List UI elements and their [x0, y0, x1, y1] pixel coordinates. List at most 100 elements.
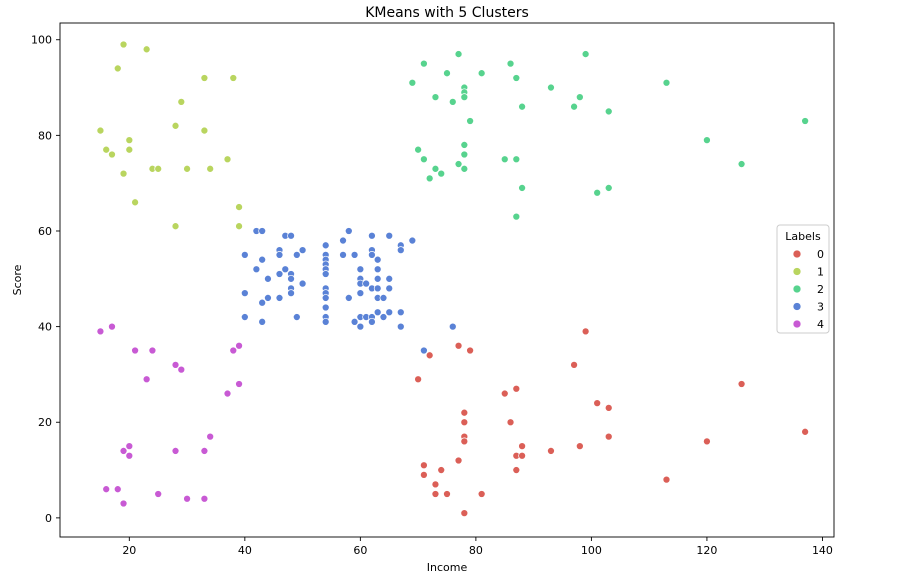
data-point	[119, 447, 128, 455]
plot-area	[59, 22, 835, 538]
y-tick-label: 0	[45, 512, 52, 525]
cluster-3-points	[240, 227, 457, 355]
data-point	[431, 164, 440, 173]
data-point	[183, 164, 191, 173]
cluster-4-points	[96, 322, 243, 508]
data-point	[292, 251, 301, 259]
data-point	[356, 289, 365, 297]
data-point	[344, 227, 353, 235]
y-tick-label: 100	[31, 34, 52, 47]
data-point	[321, 241, 330, 250]
data-point	[183, 494, 191, 503]
data-point	[460, 509, 469, 517]
data-point	[593, 188, 602, 197]
legend-box	[776, 224, 830, 334]
x-tick-label: 140	[812, 544, 833, 557]
legend-marker	[792, 319, 802, 329]
data-point	[258, 227, 267, 235]
x-tick-label: 120	[696, 544, 717, 557]
y-axis: 0 20 40 60 80 100	[31, 34, 60, 525]
y-tick-label: 80	[38, 129, 52, 142]
data-point	[420, 470, 428, 479]
data-point	[356, 322, 365, 331]
data-point	[396, 322, 405, 331]
data-point	[321, 317, 330, 326]
data-point	[287, 274, 295, 283]
data-point	[223, 389, 232, 398]
legend-marker	[792, 284, 802, 294]
data-point	[206, 164, 215, 173]
data-point	[339, 251, 347, 259]
data-point	[368, 251, 376, 259]
data-point	[420, 461, 428, 470]
data-point	[298, 246, 307, 254]
data-point	[108, 322, 116, 331]
data-point	[518, 184, 526, 192]
data-point	[368, 231, 376, 240]
data-point	[454, 456, 463, 465]
data-point	[581, 327, 590, 336]
data-point	[466, 117, 474, 125]
data-point	[547, 447, 555, 455]
legend-label: 0	[817, 248, 824, 261]
data-point	[223, 155, 232, 164]
data-point	[200, 494, 209, 503]
data-point	[154, 490, 163, 498]
data-point	[240, 289, 249, 297]
data-point	[235, 341, 243, 350]
data-point	[547, 83, 555, 92]
data-point	[500, 389, 509, 398]
legend-marker	[792, 267, 802, 276]
data-points	[96, 40, 809, 517]
legend-title: Labels	[785, 230, 821, 243]
data-point	[235, 222, 243, 231]
data-point	[414, 375, 422, 384]
data-point	[801, 117, 809, 125]
data-point	[737, 160, 746, 168]
legend-label: 4	[817, 318, 824, 331]
data-point	[235, 203, 243, 211]
data-point	[604, 404, 613, 412]
data-point	[443, 490, 451, 498]
legend-label: 2	[817, 283, 824, 296]
data-point	[148, 346, 157, 355]
legend-marker	[792, 249, 802, 259]
data-point	[171, 121, 180, 130]
data-point	[235, 380, 243, 388]
x-tick-label: 40	[238, 544, 252, 557]
data-point	[229, 74, 238, 82]
y-tick-label: 20	[38, 416, 52, 429]
data-point	[373, 274, 382, 283]
data-point	[368, 317, 376, 326]
data-point	[420, 59, 428, 68]
data-point	[96, 327, 105, 336]
cluster-1-points	[96, 40, 243, 231]
data-point	[414, 145, 422, 154]
data-point	[604, 107, 613, 116]
data-point	[454, 341, 463, 350]
data-point	[512, 155, 521, 164]
data-point	[200, 74, 209, 82]
y-axis-label: Score	[11, 264, 24, 295]
data-point	[287, 289, 295, 297]
data-point	[448, 98, 457, 106]
data-point	[258, 298, 267, 307]
data-point	[512, 466, 521, 474]
data-point	[287, 231, 295, 240]
data-point	[229, 346, 238, 355]
data-point	[425, 351, 434, 360]
data-point	[171, 222, 180, 231]
data-point	[512, 212, 521, 221]
data-point	[281, 265, 290, 274]
data-point	[102, 145, 111, 154]
data-point	[119, 169, 128, 178]
data-point	[131, 346, 139, 355]
data-point	[420, 346, 428, 355]
data-point	[131, 198, 139, 207]
data-point	[506, 418, 515, 427]
data-point	[321, 294, 330, 302]
data-point	[298, 279, 307, 288]
data-point	[171, 361, 180, 369]
data-point	[339, 236, 347, 245]
